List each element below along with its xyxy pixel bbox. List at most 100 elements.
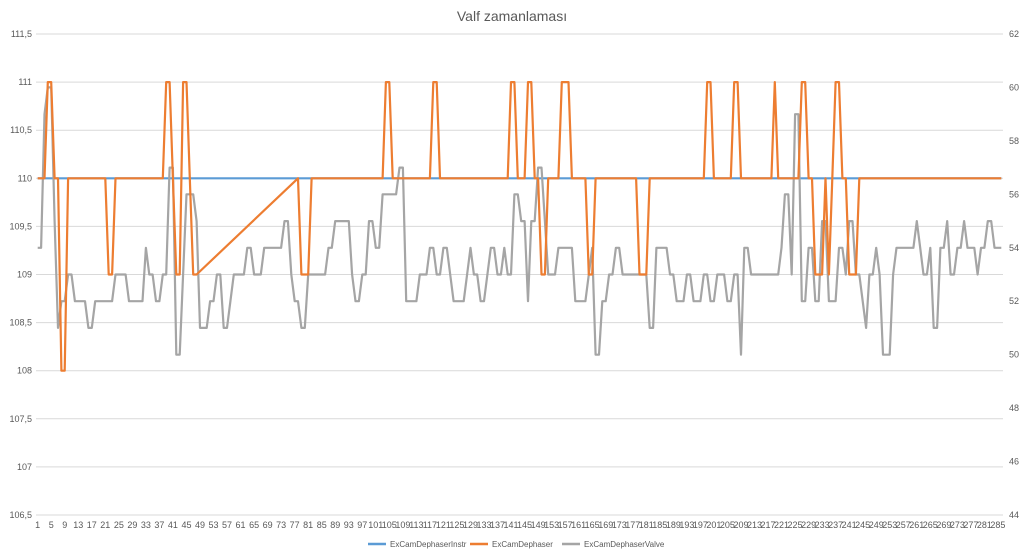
y-tick-label: 107,5 <box>9 414 32 424</box>
x-tick-label: 201 <box>706 520 721 530</box>
x-tick-label: 97 <box>357 520 367 530</box>
x-tick-label: 257 <box>896 520 911 530</box>
x-tick-label: 125 <box>449 520 464 530</box>
x-tick-label: 269 <box>936 520 951 530</box>
x-tick-label: 73 <box>276 520 286 530</box>
y2-tick-label: 60 <box>1009 82 1019 92</box>
x-tick-label: 49 <box>195 520 205 530</box>
x-tick-label: 137 <box>490 520 505 530</box>
y-tick-label: 108,5 <box>9 318 32 328</box>
x-tick-label: 9 <box>62 520 67 530</box>
y2-tick-label: 58 <box>1009 136 1019 146</box>
x-tick-label: 25 <box>114 520 124 530</box>
x-tick-label: 197 <box>693 520 708 530</box>
x-tick-label: 233 <box>815 520 830 530</box>
y2-tick-label: 48 <box>1009 403 1019 413</box>
x-tick-label: 157 <box>558 520 573 530</box>
x-tick-label: 213 <box>747 520 762 530</box>
x-tick-label: 181 <box>639 520 654 530</box>
legend-label: ExCamDephaserValve <box>584 540 665 549</box>
x-tick-label: 173 <box>612 520 627 530</box>
x-tick-label: 141 <box>504 520 519 530</box>
x-tick-label: 89 <box>330 520 340 530</box>
x-tick-label: 237 <box>828 520 843 530</box>
x-tick-label: 85 <box>317 520 327 530</box>
x-tick-label: 185 <box>652 520 667 530</box>
x-tick-label: 105 <box>382 520 397 530</box>
x-tick-label: 1 <box>35 520 40 530</box>
y2-tick-label: 54 <box>1009 243 1019 253</box>
x-tick-label: 277 <box>963 520 978 530</box>
y2-tick-label: 44 <box>1009 510 1019 520</box>
x-tick-label: 149 <box>531 520 546 530</box>
y-tick-label: 109,5 <box>9 221 32 231</box>
y-tick-label: 110 <box>18 173 32 183</box>
x-tick-label: 261 <box>909 520 924 530</box>
x-tick-label: 101 <box>368 520 383 530</box>
x-tick-label: 81 <box>303 520 313 530</box>
x-tick-label: 65 <box>249 520 259 530</box>
x-tick-label: 217 <box>760 520 775 530</box>
x-tick-label: 61 <box>236 520 246 530</box>
x-tick-label: 281 <box>977 520 992 530</box>
y-tick-label: 110,5 <box>10 125 32 135</box>
x-tick-label: 41 <box>168 520 178 530</box>
y-tick-label: 109 <box>17 270 32 280</box>
x-tick-label: 45 <box>181 520 191 530</box>
y2-tick-label: 46 <box>1009 457 1019 467</box>
x-tick-label: 241 <box>842 520 857 530</box>
x-tick-label: 13 <box>73 520 83 530</box>
legend-label: ExCamDephaser <box>492 540 553 549</box>
x-tick-label: 165 <box>585 520 600 530</box>
x-tick-label: 17 <box>87 520 97 530</box>
y2-tick-label: 50 <box>1009 350 1019 360</box>
x-tick-label: 169 <box>598 520 613 530</box>
y2-tick-label: 56 <box>1009 189 1019 199</box>
chart-title: Valf zamanlaması <box>456 8 568 24</box>
x-tick-label: 69 <box>263 520 273 530</box>
x-tick-label: 145 <box>517 520 532 530</box>
x-tick-label: 33 <box>141 520 151 530</box>
x-tick-label: 129 <box>463 520 478 530</box>
x-tick-label: 249 <box>869 520 884 530</box>
x-tick-label: 225 <box>788 520 803 530</box>
x-tick-label: 121 <box>436 520 451 530</box>
x-tick-label: 21 <box>100 520 110 530</box>
y-tick-label: 111 <box>18 77 32 87</box>
x-tick-label: 53 <box>209 520 219 530</box>
x-tick-label: 109 <box>395 520 410 530</box>
y-tick-label: 107 <box>17 462 32 472</box>
y2-tick-label: 62 <box>1009 29 1019 39</box>
x-tick-label: 209 <box>733 520 748 530</box>
x-tick-label: 265 <box>923 520 938 530</box>
x-tick-label: 161 <box>571 520 586 530</box>
x-tick-label: 77 <box>290 520 300 530</box>
x-tick-label: 273 <box>950 520 965 530</box>
y-tick-label: 111,5 <box>11 29 32 39</box>
x-tick-label: 133 <box>476 520 491 530</box>
x-tick-label: 113 <box>409 520 423 530</box>
x-tick-label: 153 <box>544 520 559 530</box>
x-tick-label: 205 <box>720 520 735 530</box>
x-tick-label: 193 <box>679 520 694 530</box>
x-tick-label: 285 <box>990 520 1005 530</box>
series-line <box>37 86 1002 356</box>
y-tick-label: 106,5 <box>9 510 32 520</box>
x-tick-label: 37 <box>154 520 164 530</box>
x-tick-label: 229 <box>801 520 816 530</box>
y2-tick-label: 52 <box>1009 296 1019 306</box>
y-tick-label: 108 <box>17 366 32 376</box>
x-tick-label: 245 <box>855 520 870 530</box>
x-tick-label: 221 <box>774 520 789 530</box>
x-tick-label: 253 <box>882 520 897 530</box>
x-tick-label: 117 <box>423 520 437 530</box>
x-tick-label: 57 <box>222 520 232 530</box>
x-tick-label: 5 <box>49 520 54 530</box>
x-tick-label: 29 <box>127 520 137 530</box>
x-tick-label: 177 <box>625 520 640 530</box>
x-tick-label: 93 <box>344 520 354 530</box>
series-line <box>37 80 1002 372</box>
x-tick-label: 189 <box>666 520 681 530</box>
